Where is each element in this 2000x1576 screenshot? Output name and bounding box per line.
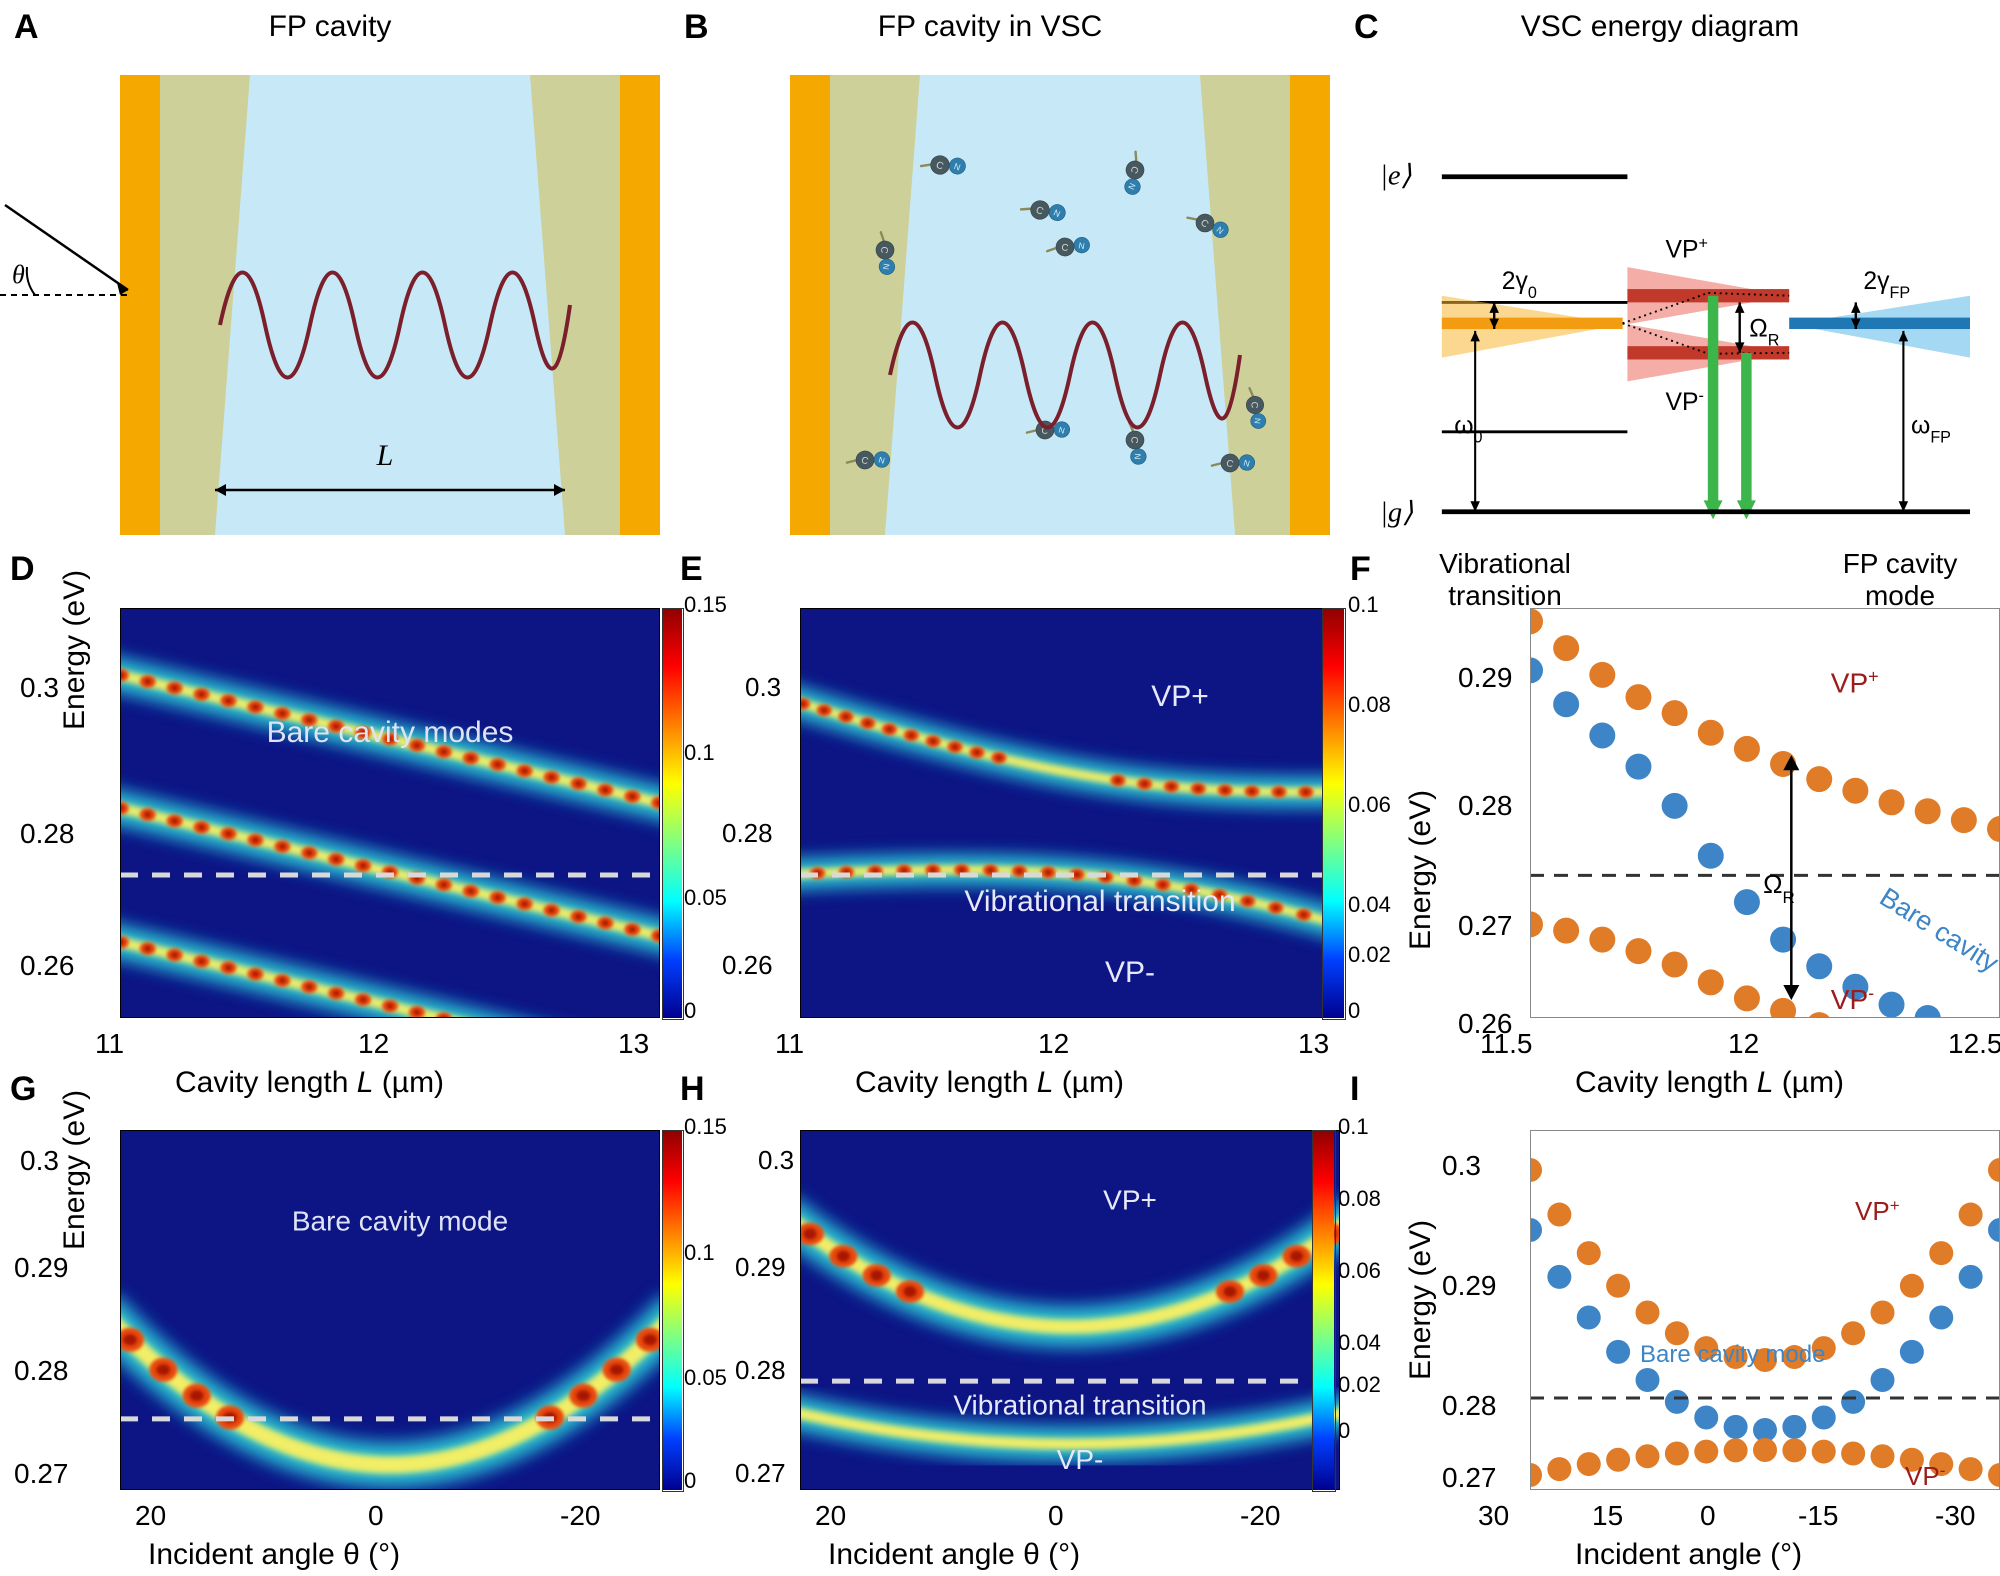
svg-text:Bare cavity modes: Bare cavity modes — [267, 716, 514, 749]
svg-text:Bare cavity mode: Bare cavity mode — [292, 1205, 508, 1236]
svg-text:θ: θ — [12, 260, 25, 289]
svg-text:ΩR: ΩR — [1749, 316, 1779, 350]
svg-text:VP-: VP- — [1105, 956, 1155, 989]
svg-text:ω0: ω0 — [1454, 413, 1482, 447]
svg-text:VP-: VP- — [1905, 1461, 1945, 1491]
svg-text:Bare cavity mode: Bare cavity mode — [1640, 1341, 1825, 1368]
svg-text:VP-: VP- — [1831, 983, 1874, 1015]
svg-text:Vibrational transition: Vibrational transition — [964, 885, 1235, 918]
svg-text:L: L — [376, 439, 394, 472]
svg-text:VP-: VP- — [1665, 387, 1703, 416]
svg-text:VP+: VP+ — [1151, 680, 1209, 713]
svg-text:VP+: VP+ — [1665, 235, 1707, 264]
svg-text:Vibrational transition: Vibrational transition — [953, 1390, 1206, 1421]
svg-text:VP+: VP+ — [1103, 1185, 1157, 1216]
svg-text:2γ0: 2γ0 — [1502, 268, 1537, 302]
svg-text:VP-: VP- — [1057, 1444, 1104, 1475]
svg-text:|g⟩: |g⟩ — [1380, 497, 1413, 528]
svg-text:ωFP: ωFP — [1911, 413, 1951, 447]
svg-text:2γFP: 2γFP — [1863, 268, 1910, 302]
svg-text:|e⟩: |e⟩ — [1380, 160, 1412, 191]
